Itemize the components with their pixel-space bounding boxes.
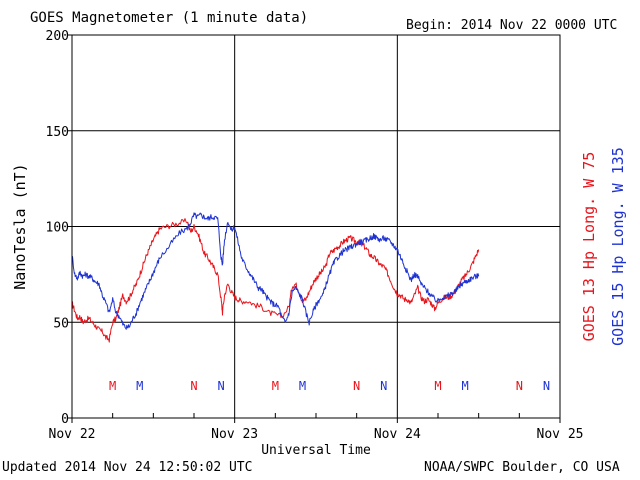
annotation-m: M — [272, 379, 279, 393]
y-tick-label: 200 — [46, 29, 69, 44]
chart-title: GOES Magnetometer (1 minute data) — [30, 10, 309, 26]
grid — [72, 35, 560, 418]
credit: NOAA/SWPC Boulder, CO USA — [424, 460, 620, 475]
annotation-n: N — [190, 379, 197, 393]
axis-labels: NanoTesla (nT) Universal Time — [11, 163, 371, 458]
annotation-n: N — [380, 379, 387, 393]
legend-goes13: GOES 13 Hp Long. W 75 — [580, 152, 598, 342]
x-tick-label: Nov 24 — [374, 427, 421, 442]
x-tick-label: Nov 25 — [537, 427, 584, 442]
legend-goes15: GOES 15 Hp Long. W 135 — [609, 147, 627, 346]
x-tick-label: Nov 22 — [49, 427, 96, 442]
y-axis-label: NanoTesla (nT) — [11, 163, 29, 289]
annotation-n: N — [217, 379, 224, 393]
series-lines — [71, 212, 480, 343]
annotation-m: M — [434, 379, 441, 393]
x-axis-label: Universal Time — [261, 443, 371, 458]
annotation-m: M — [299, 379, 306, 393]
annotation-n: N — [353, 379, 360, 393]
y-tick-label: 150 — [46, 125, 69, 140]
annotation-m: M — [461, 379, 468, 393]
y-tick-label: 0 — [61, 412, 69, 427]
x-tick-label: Nov 23 — [211, 427, 258, 442]
updated-time: Updated 2014 Nov 24 12:50:02 UTC — [2, 460, 253, 475]
legend: GOES 13 Hp Long. W 75 GOES 15 Hp Long. W … — [580, 147, 627, 346]
series-line-goes15 — [71, 212, 480, 330]
annotation-n: N — [543, 379, 550, 393]
y-tick-label: 50 — [53, 316, 69, 331]
annotation-n: N — [516, 379, 523, 393]
annotation-m: M — [136, 379, 143, 393]
series-line-goes13 — [71, 218, 480, 343]
annotation-m: M — [109, 379, 116, 393]
y-tick-label: 100 — [46, 221, 69, 236]
begin-time: Begin: 2014 Nov 22 0000 UTC — [406, 18, 618, 33]
axis-ticks: 0 50 100 150 200 Nov 22 Nov 23 Nov 24 Nov 25 — [46, 29, 584, 442]
